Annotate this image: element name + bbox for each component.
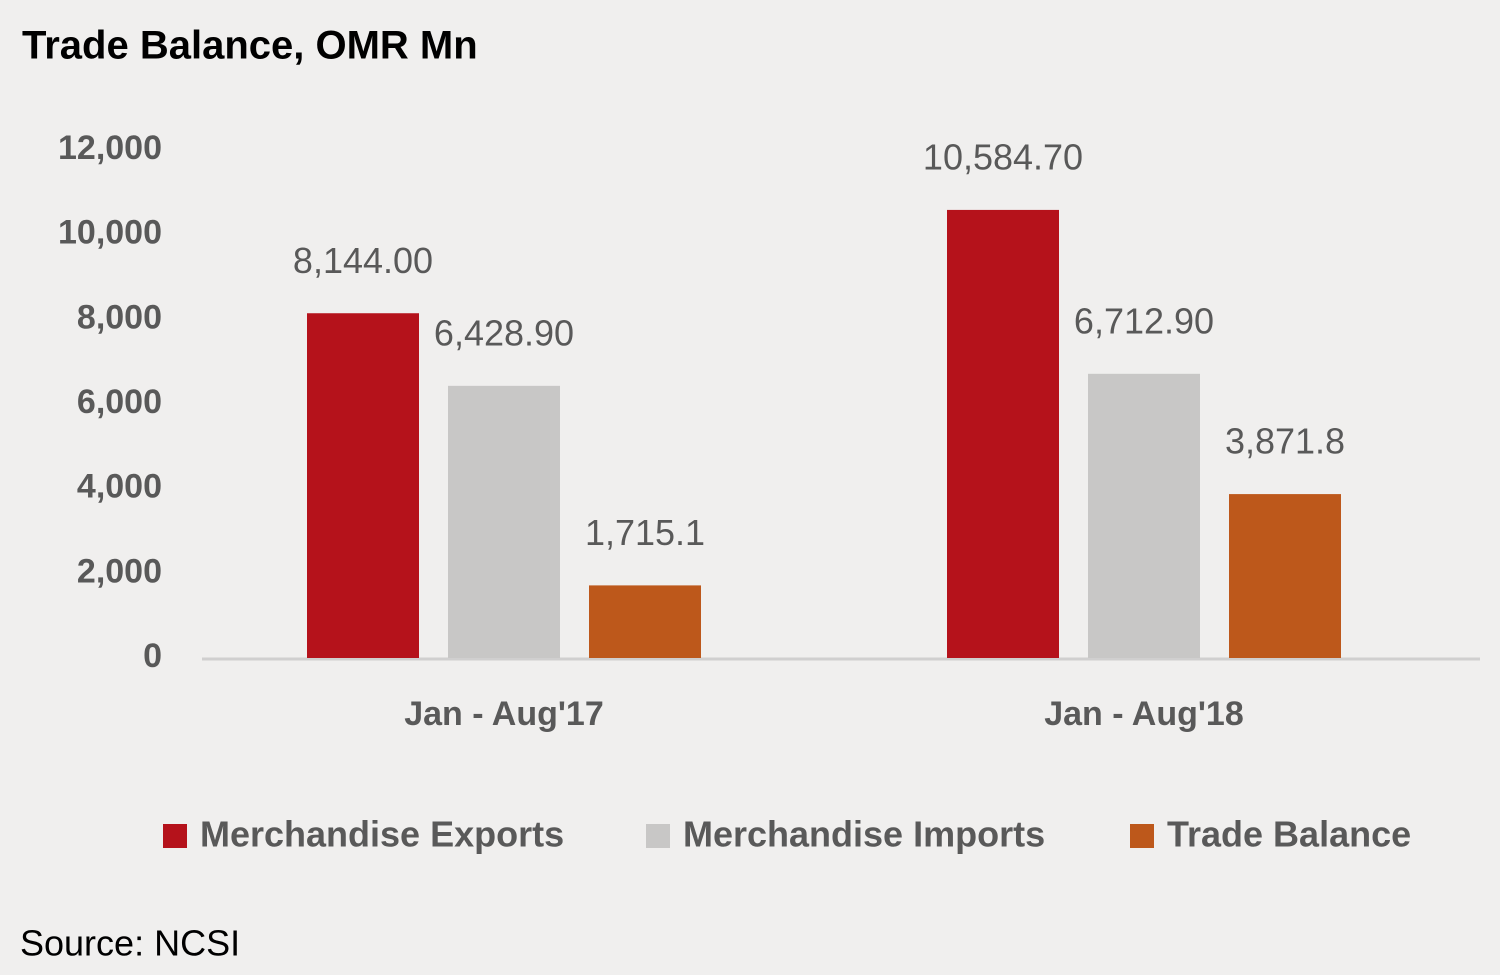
bar: [947, 209, 1059, 658]
legend-label: Merchandise Imports: [683, 814, 1045, 855]
y-tick-label: 2,000: [77, 552, 162, 590]
bar: [589, 585, 701, 658]
legend-label: Trade Balance: [1167, 814, 1411, 855]
legend-swatch: [646, 824, 670, 848]
y-tick-label: 8,000: [77, 298, 162, 336]
y-tick-label: 6,000: [77, 383, 162, 421]
value-label: 1,715.1: [585, 512, 705, 553]
x-tick-label: Jan - Aug'18: [1044, 695, 1244, 733]
value-label: 6,428.90: [434, 312, 574, 353]
value-label: 3,871.8: [1225, 421, 1345, 462]
value-label: 6,712.90: [1074, 300, 1214, 341]
value-label: 8,144.00: [293, 240, 433, 281]
bar: [307, 313, 419, 658]
bar: [1088, 373, 1200, 658]
value-label: 10,584.70: [923, 136, 1083, 177]
x-tick-label: Jan - Aug'17: [404, 695, 604, 733]
y-tick-label: 10,000: [58, 214, 162, 252]
y-tick-label: 4,000: [77, 468, 162, 506]
legend-swatch: [1130, 824, 1154, 848]
chart-title: Trade Balance, OMR Mn: [22, 24, 478, 68]
y-tick-label: 12,000: [58, 129, 162, 167]
y-tick-label: 0: [143, 637, 162, 675]
legend-label: Merchandise Exports: [200, 814, 564, 855]
bar: [1229, 494, 1341, 658]
legend-swatch: [163, 824, 187, 848]
source-note: Source: NCSI: [20, 923, 240, 964]
bar: [448, 385, 560, 658]
